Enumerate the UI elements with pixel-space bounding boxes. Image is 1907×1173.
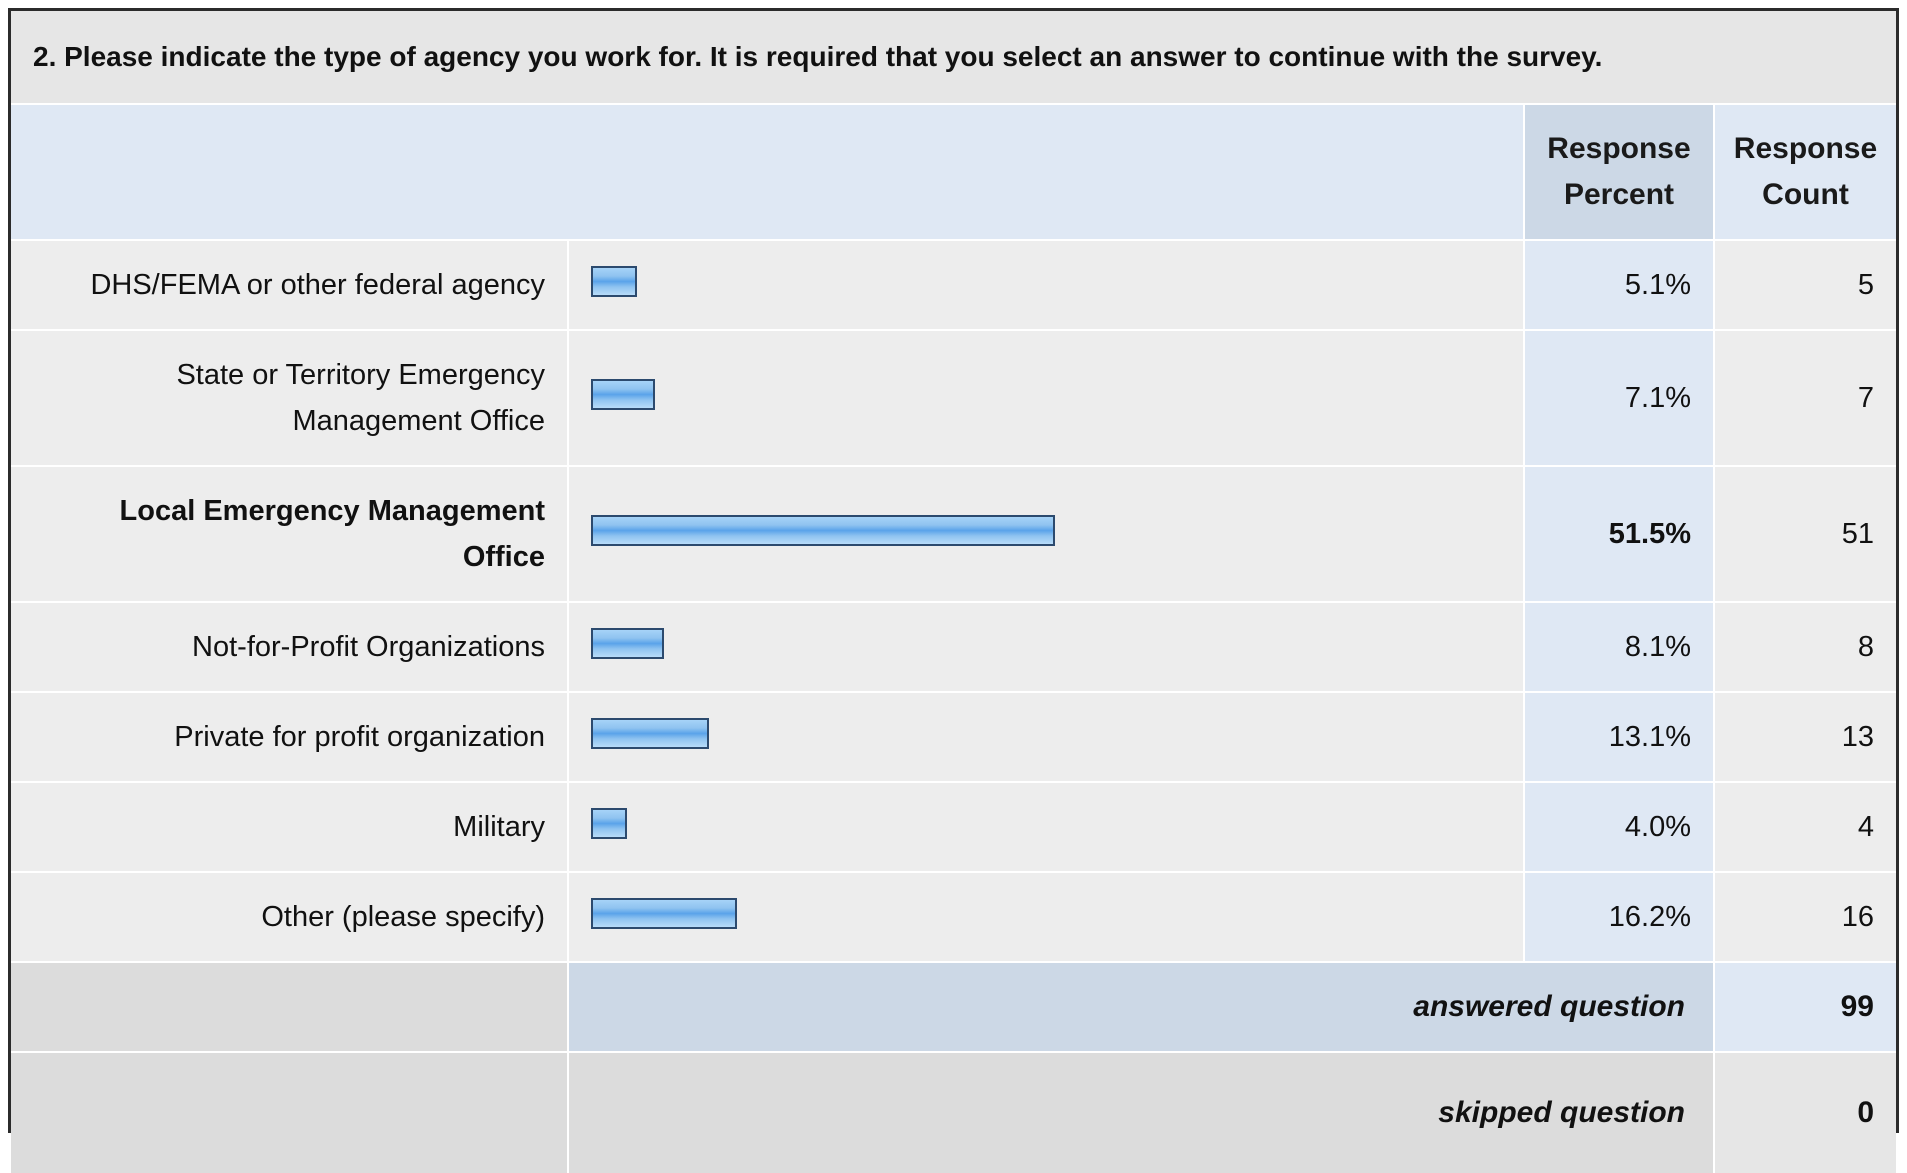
response-percent-value: 8.1% bbox=[1525, 603, 1713, 691]
response-count-header: Response Count bbox=[1715, 105, 1896, 239]
response-count-value: 4 bbox=[1715, 783, 1896, 871]
response-percent-value: 16.2% bbox=[1525, 873, 1713, 961]
bar-cell bbox=[569, 873, 1523, 961]
bar-cell bbox=[569, 331, 1523, 465]
answer-label-text: Local Emergency Management Office bbox=[120, 488, 545, 580]
answer-label-line: Office bbox=[462, 541, 545, 573]
response-bar bbox=[591, 266, 637, 297]
response-count-value: 13 bbox=[1715, 693, 1896, 781]
question-title: 2. Please indicate the type of agency yo… bbox=[11, 11, 1896, 103]
bar-cell bbox=[569, 603, 1523, 691]
bar-cell bbox=[569, 693, 1523, 781]
answer-label: Private for profit organization bbox=[11, 693, 567, 781]
skipped-blank-cell bbox=[11, 1053, 567, 1173]
response-count-value: 8 bbox=[1715, 603, 1896, 691]
answer-label: Other (please specify) bbox=[11, 873, 567, 961]
response-bar bbox=[591, 515, 1055, 546]
answer-label-text: Not-for-Profit Organizations bbox=[192, 624, 545, 670]
skipped-question-value: 0 bbox=[1715, 1053, 1896, 1173]
answer-label-text: State or Territory Emergency Management O… bbox=[176, 352, 545, 444]
answer-label-line: Military bbox=[453, 811, 545, 843]
answer-label-text: Private for profit organization bbox=[174, 714, 545, 760]
answer-label-text: Other (please specify) bbox=[261, 894, 545, 940]
answer-label: State or Territory Emergency Management O… bbox=[11, 331, 567, 465]
answer-label: Not-for-Profit Organizations bbox=[11, 603, 567, 691]
response-percent-value: 13.1% bbox=[1525, 693, 1713, 781]
response-percent-header: Response Percent bbox=[1525, 105, 1713, 239]
response-percent-value: 51.5% bbox=[1525, 467, 1713, 601]
answer-label-line: Management Office bbox=[292, 405, 545, 437]
answer-label: DHS/FEMA or other federal agency bbox=[11, 241, 567, 329]
answer-label-line: State or Territory Emergency bbox=[176, 359, 545, 391]
header-blank-cell bbox=[11, 105, 1523, 239]
response-bar bbox=[591, 718, 709, 749]
answer-label-text: DHS/FEMA or other federal agency bbox=[90, 262, 545, 308]
skipped-question-label: skipped question bbox=[569, 1053, 1713, 1173]
response-count-value: 16 bbox=[1715, 873, 1896, 961]
answer-label-text: Military bbox=[453, 804, 545, 850]
response-percent-value: 4.0% bbox=[1525, 783, 1713, 871]
answer-label: Local Emergency Management Office bbox=[11, 467, 567, 601]
answer-label: Military bbox=[11, 783, 567, 871]
response-count-value: 7 bbox=[1715, 331, 1896, 465]
response-percent-value: 7.1% bbox=[1525, 331, 1713, 465]
response-bar bbox=[591, 379, 655, 410]
bar-cell bbox=[569, 783, 1523, 871]
answer-label-line: Private for profit organization bbox=[174, 721, 545, 753]
answered-question-label: answered question bbox=[569, 963, 1713, 1051]
bar-cell bbox=[569, 467, 1523, 601]
response-percent-value: 5.1% bbox=[1525, 241, 1713, 329]
response-count-header-line1: Response bbox=[1733, 132, 1878, 165]
response-percent-header-line1: Response bbox=[1547, 132, 1691, 165]
response-count-value: 5 bbox=[1715, 241, 1896, 329]
survey-results-table: 2. Please indicate the type of agency yo… bbox=[8, 8, 1899, 1173]
answered-blank-cell bbox=[11, 963, 567, 1051]
response-percent-header-line2: Percent bbox=[1563, 178, 1675, 211]
response-bar bbox=[591, 898, 737, 929]
answer-label-line: Not-for-Profit Organizations bbox=[192, 631, 545, 663]
response-count-header-line2: Count bbox=[1762, 178, 1849, 211]
answer-label-line: DHS/FEMA or other federal agency bbox=[90, 269, 545, 301]
response-count-value: 51 bbox=[1715, 467, 1896, 601]
answer-label-line: Other (please specify) bbox=[261, 901, 545, 933]
response-bar bbox=[591, 808, 627, 839]
bar-cell bbox=[569, 241, 1523, 329]
answered-question-value: 99 bbox=[1715, 963, 1896, 1051]
response-bar bbox=[591, 628, 664, 659]
answer-label-line: Local Emergency Management bbox=[119, 495, 545, 527]
